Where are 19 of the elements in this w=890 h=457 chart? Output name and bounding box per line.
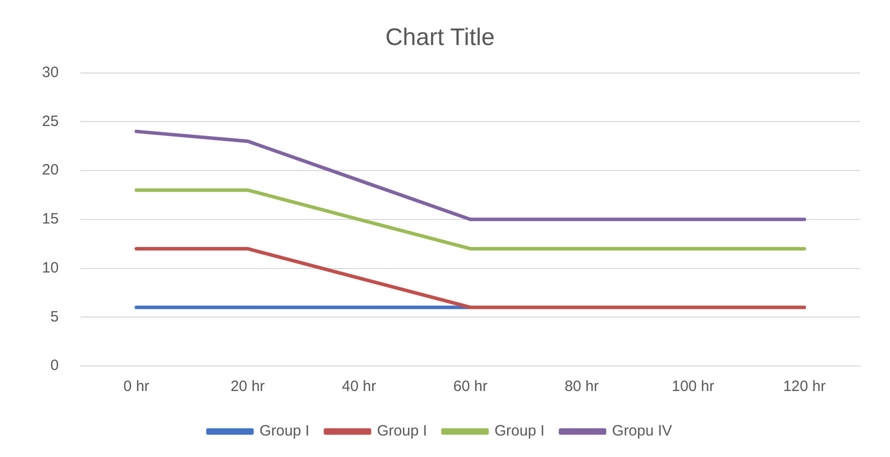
- legend-label: Group I: [259, 422, 310, 440]
- x-tick-label: 0 hr: [123, 378, 150, 396]
- x-tick-label: 80 hr: [564, 378, 599, 396]
- y-tick-label: 5: [50, 308, 59, 326]
- y-tick-label: 25: [42, 112, 59, 130]
- legend-label: Group I: [494, 422, 545, 440]
- y-tick-label: 30: [42, 64, 59, 81]
- y-tick-label: 0: [50, 357, 59, 374]
- x-tick-label: 20 hr: [230, 378, 265, 396]
- x-tick-label: 40 hr: [342, 378, 376, 396]
- y-tick-label: 15: [42, 210, 59, 228]
- x-tick-label: 60 hr: [453, 378, 488, 396]
- legend-label: Gropu IV: [612, 422, 672, 440]
- legend-label: Group I: [376, 422, 428, 440]
- y-tick-label: 20: [42, 162, 59, 179]
- y-tick-label: 10: [42, 259, 59, 276]
- x-tick-label: 100 hr: [672, 378, 714, 396]
- chart-title: Chart Title: [385, 24, 495, 52]
- x-tick-label: 120 hr: [783, 378, 826, 396]
